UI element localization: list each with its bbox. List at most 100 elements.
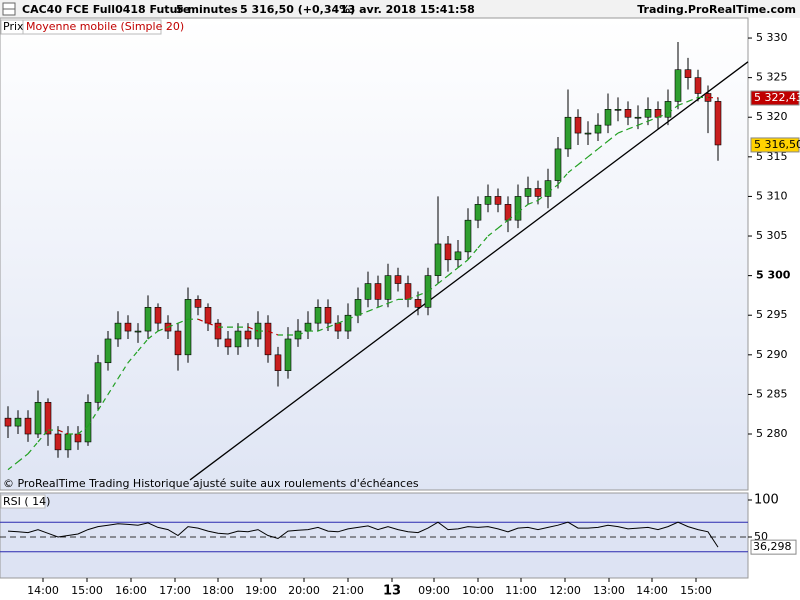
ma-segment — [87, 409, 99, 427]
candle-body — [244, 330, 252, 340]
ma-segment — [707, 96, 719, 99]
x-tick-label: 12:00 — [549, 584, 581, 597]
candle-body — [324, 306, 332, 324]
rsi-panel — [0, 492, 749, 579]
y-tick-label: 5 295 — [756, 308, 788, 321]
ma-segment — [37, 429, 49, 443]
candle-body — [594, 124, 602, 134]
ma-segment — [597, 140, 609, 150]
ma-segment — [607, 132, 619, 142]
candle-body — [104, 338, 112, 364]
ma-segment — [317, 326, 329, 332]
candle-body — [174, 330, 182, 356]
ma-segment — [477, 235, 489, 249]
ma-segment — [427, 283, 439, 292]
ma-segment — [157, 326, 169, 332]
candle-body — [714, 101, 722, 146]
y-tick-label: 5 285 — [756, 387, 788, 400]
price-panel — [0, 17, 749, 491]
ma-segment — [7, 461, 19, 471]
y-tick-label: 5 290 — [756, 348, 788, 361]
x-tick-label: 20:00 — [288, 584, 320, 597]
ma-segment — [177, 318, 189, 324]
ma-segment — [617, 128, 629, 134]
header-bar — [0, 0, 800, 18]
candle-body — [344, 314, 352, 332]
price-marker — [750, 90, 800, 106]
rsi-marker — [750, 539, 797, 555]
ma-segment — [437, 275, 449, 285]
ma-segment — [267, 330, 279, 336]
candle-body — [124, 322, 132, 332]
candle-body — [564, 116, 572, 150]
candle-body — [684, 69, 692, 78]
ma-segment — [357, 310, 369, 316]
ma-segment — [57, 429, 69, 435]
y-tick-label: 100 — [754, 493, 779, 508]
last-price: 5 316,50 (+0,34%) — [240, 3, 355, 16]
ma-segment — [17, 453, 29, 463]
candle-body — [624, 109, 632, 118]
candle-body — [4, 417, 12, 427]
ma-segment — [677, 100, 689, 106]
ma-segment — [197, 318, 209, 324]
ma-segment — [577, 156, 589, 166]
trendline — [189, 61, 749, 481]
candle-body — [34, 402, 42, 435]
candle-body — [74, 433, 82, 443]
candle-body — [454, 251, 462, 261]
candle-body — [394, 275, 402, 284]
candle-body — [274, 354, 282, 371]
ma-segment — [167, 322, 179, 328]
x-tick-label: 14:00 — [636, 584, 668, 597]
candle-body — [304, 322, 312, 332]
rsi-line — [7, 521, 719, 548]
ma-segment — [497, 219, 509, 229]
watermark: © ProRealTime Trading Historique ajusté … — [3, 477, 419, 490]
ma-segment — [547, 184, 559, 193]
candle-body — [534, 188, 542, 197]
rsi-title: RSI ( 14) — [3, 495, 50, 508]
candle-body — [584, 132, 592, 135]
candle-body — [24, 417, 32, 435]
candle-body — [364, 283, 372, 300]
x-tick-label: 16:00 — [115, 584, 147, 597]
ma-segment — [27, 441, 39, 455]
ma-segment — [137, 338, 149, 352]
site: Trading.ProRealTime.com — [637, 3, 796, 16]
candle-body — [524, 188, 532, 197]
ma-segment — [107, 378, 119, 395]
candle-body — [114, 322, 122, 340]
candle-body — [44, 402, 52, 435]
ma-segment — [687, 96, 699, 102]
ma-segment — [667, 104, 679, 114]
ma-segment — [407, 294, 419, 300]
price-marker — [750, 137, 800, 153]
ma-segment — [117, 362, 129, 379]
ma-segment — [507, 211, 519, 221]
candle-body — [574, 116, 582, 134]
x-tick-label: 13 — [383, 584, 401, 599]
candle-body — [514, 196, 522, 221]
candle-body — [614, 109, 622, 111]
candle-body — [54, 433, 62, 451]
ma-segment — [147, 330, 159, 340]
ma-segment — [627, 124, 639, 130]
ma-segment — [377, 302, 389, 308]
ma-segment — [457, 259, 469, 269]
ma-segment — [647, 116, 659, 122]
candle-body — [494, 196, 502, 205]
ma-segment — [527, 199, 539, 205]
candle-body — [264, 322, 272, 356]
candle-body — [14, 417, 22, 427]
candle-body — [644, 109, 652, 118]
candle-body — [474, 204, 482, 221]
candle-body — [434, 243, 442, 276]
x-tick-label: 17:00 — [159, 584, 191, 597]
x-tick-label: 19:00 — [245, 584, 277, 597]
candle-body — [664, 101, 672, 118]
datetime: 13 avr. 2018 15:41:58 — [340, 3, 475, 16]
ma-segment — [487, 227, 499, 237]
candle-body — [144, 306, 152, 332]
